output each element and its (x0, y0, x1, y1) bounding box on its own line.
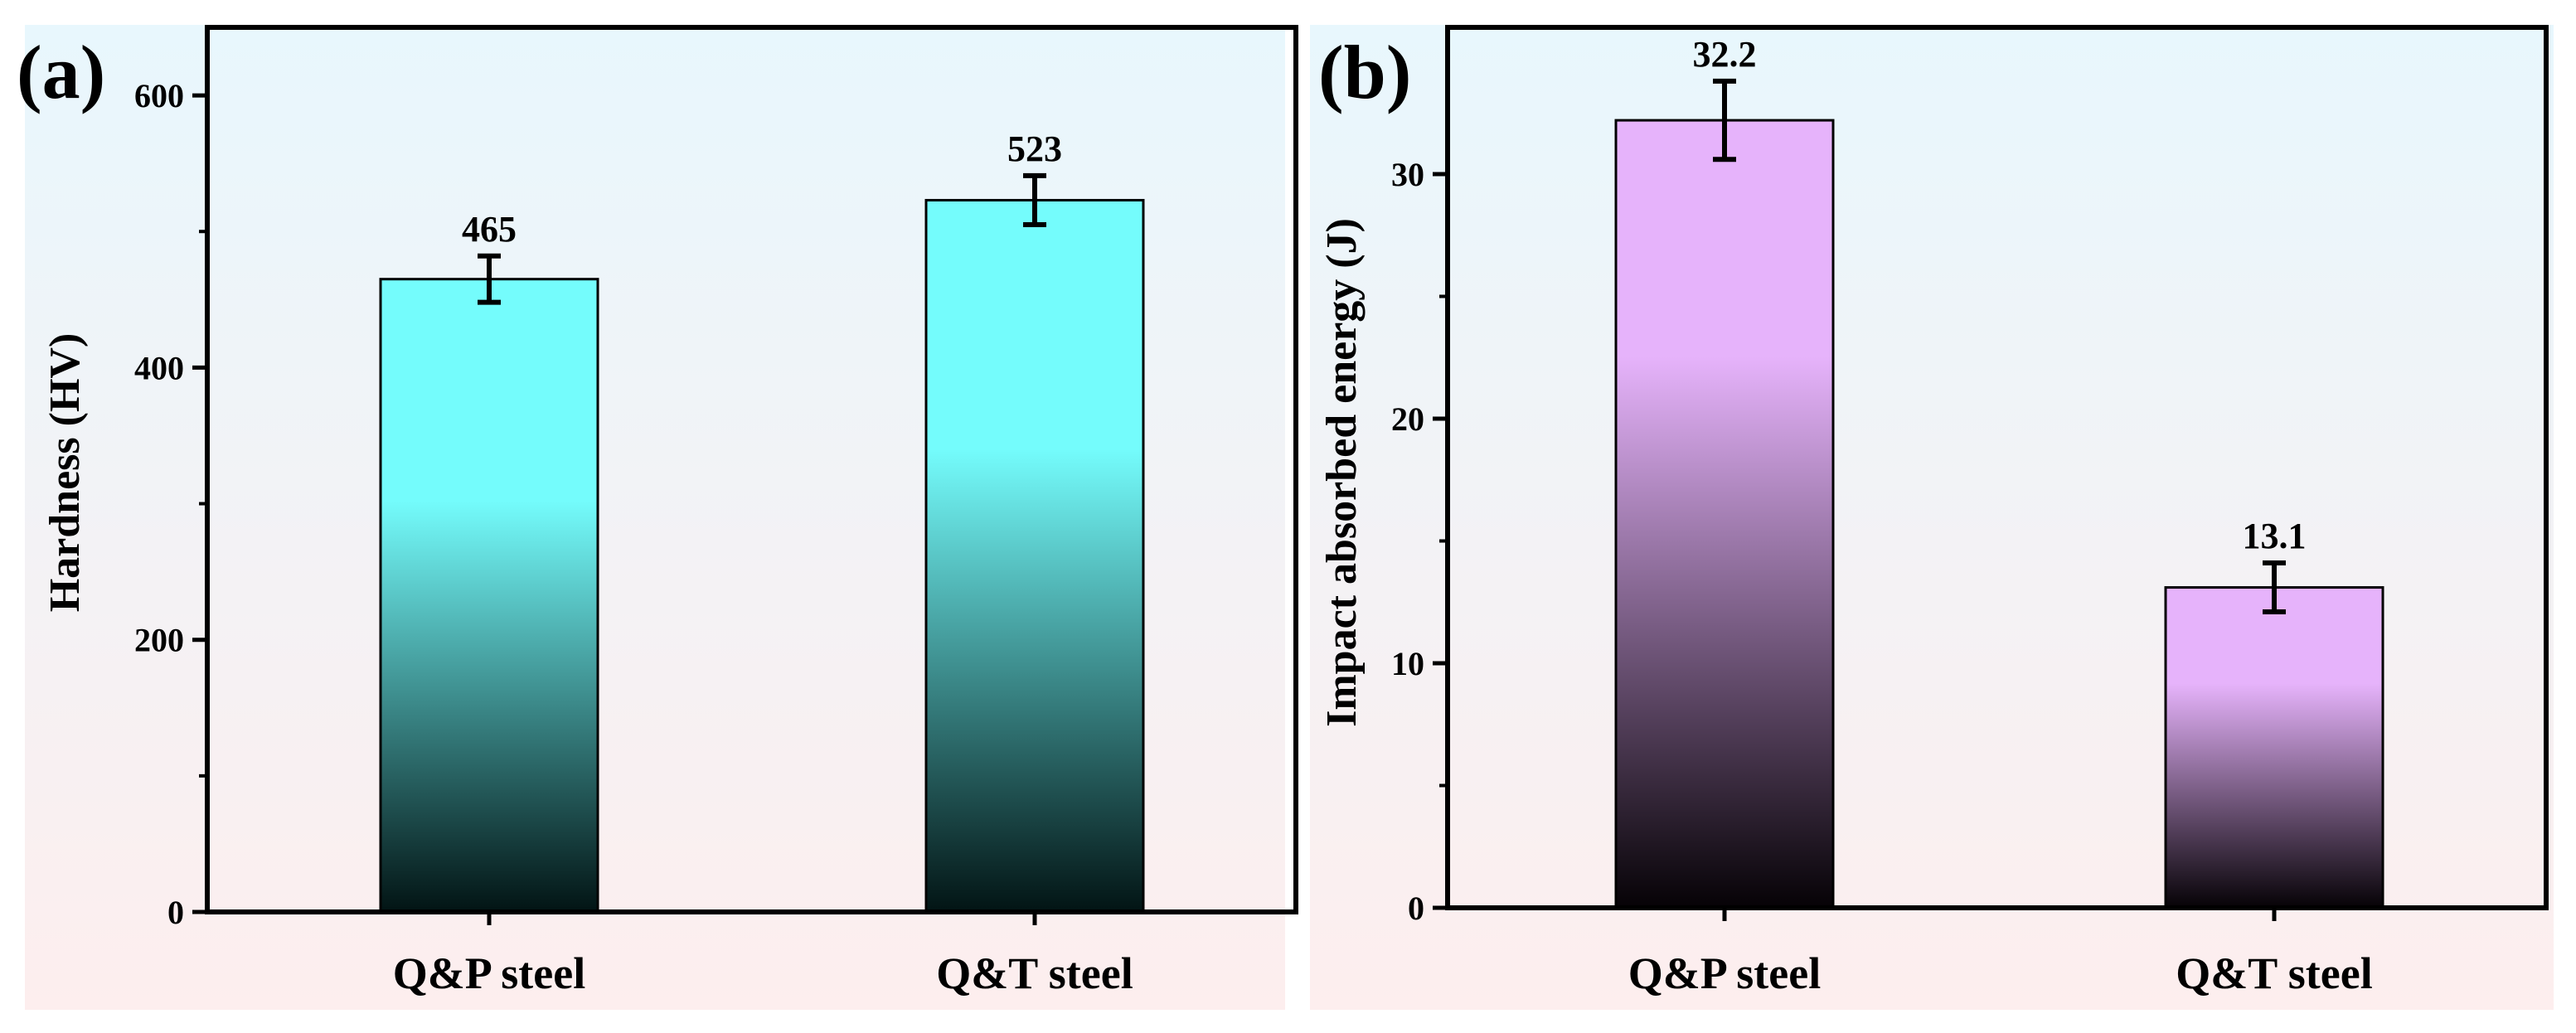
panel-a-y-axis-title: Hardness (HV) (41, 333, 89, 613)
panel-a-y-tick-label: 400 (134, 349, 184, 386)
panel-a-label: (a) (17, 30, 105, 114)
panel-b-y-tick-label: 30 (1391, 156, 1424, 193)
panel-b-y-tick-label: 0 (1408, 890, 1424, 927)
panel-b-category-label-0: Q&P steel (1628, 948, 1821, 998)
panel-b-bar-0 (1614, 119, 1835, 909)
hardness-chart: (a) Hardness (HV) 0 200 400 600 465 Q&P stee… (17, 25, 1298, 998)
panel-b-plot-frame (1445, 25, 2549, 910)
impact-energy-chart: (b) Impact absorbed energy (J) 0 10 20 30 3… (1318, 25, 2549, 998)
panel-b-value-label-0: 32.2 (1693, 34, 1757, 75)
panel-b-category-label-1: Q&T steel (2176, 948, 2372, 998)
panel-a-value-label-1: 523 (1007, 129, 1062, 169)
panel-a-category-label-1: Q&T steel (936, 948, 1133, 998)
panel-a-y-tick-label: 0 (167, 894, 184, 931)
panel-b-label: (b) (1318, 30, 1411, 114)
panel-a-bar-0 (379, 278, 599, 914)
panel-a-category-label-0: Q&P steel (393, 948, 585, 998)
panel-b-y-tick-label: 10 (1391, 645, 1424, 682)
panel-b-value-label-1: 13.1 (2243, 516, 2307, 556)
panel-b-y-axis-title: Impact absorbed energy (J) (1318, 218, 1366, 727)
panel-b-bar-1 (2164, 586, 2384, 909)
panel-a-y-tick-label: 200 (134, 622, 184, 659)
panel-a-bar-1 (924, 198, 1145, 914)
panel-a-y-tick-label: 600 (134, 77, 184, 114)
panel-a-value-label-0: 465 (462, 209, 517, 250)
panel-b-y-tick-label: 20 (1391, 400, 1424, 438)
panel-a-plot-frame (205, 25, 1298, 914)
